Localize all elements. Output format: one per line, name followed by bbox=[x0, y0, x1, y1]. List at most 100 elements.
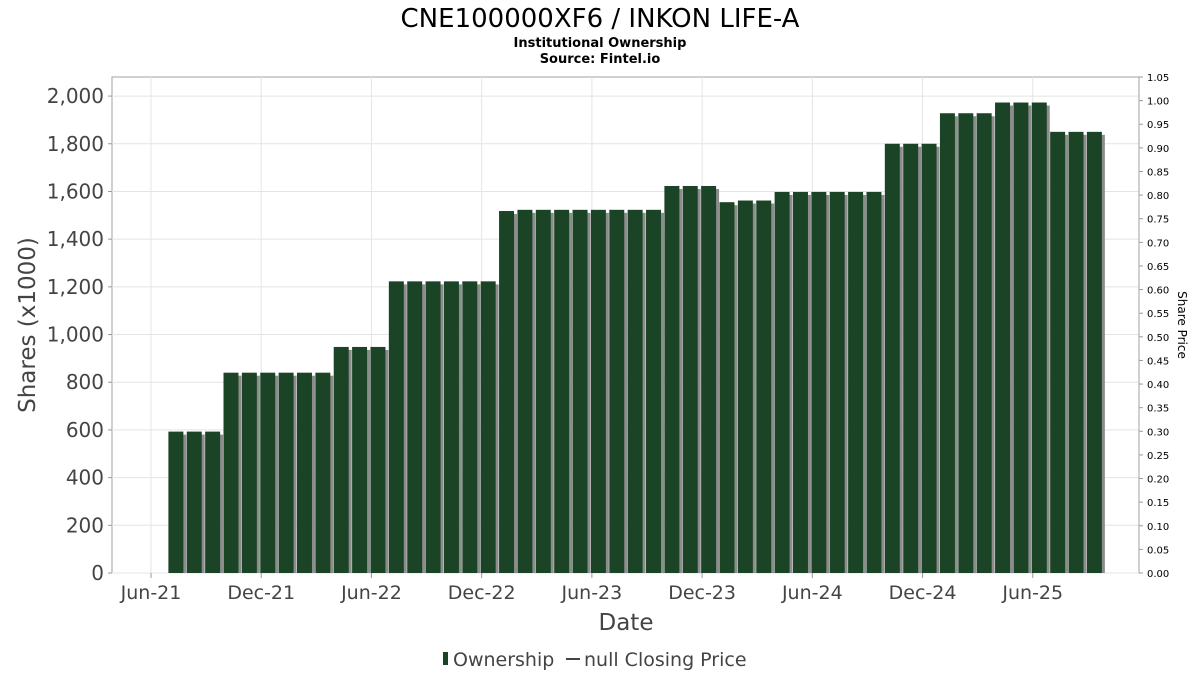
ownership-bar bbox=[1086, 131, 1102, 573]
chart-subtitle-1: Institutional Ownership bbox=[514, 36, 687, 51]
x-axis-ticks: Jun-21 Dec-21 Jun-22 Dec-22 Jun-23 Dec-23 Jun-… bbox=[120, 573, 1063, 604]
ownership-bar bbox=[572, 209, 588, 574]
x-tick-label: Jun-24 bbox=[781, 582, 843, 604]
ownership-bar bbox=[186, 431, 202, 573]
ownership-bar bbox=[995, 102, 1011, 573]
y-tick-label: 0 bbox=[91, 561, 104, 585]
ownership-bar bbox=[1050, 131, 1066, 573]
y2-tick-label: 0.80 bbox=[1147, 191, 1169, 202]
y2-tick-label: 0.00 bbox=[1147, 569, 1169, 580]
ownership-bar bbox=[756, 200, 772, 573]
ownership-bar bbox=[480, 281, 496, 573]
chart-title: CNE100000XF6 / INKON LIFE-A bbox=[401, 4, 800, 34]
x-tick-label: Jun-22 bbox=[340, 582, 402, 604]
ownership-bar bbox=[737, 200, 753, 573]
y2-axis-title: Share Price bbox=[1175, 291, 1189, 359]
y2-tick-label: 0.75 bbox=[1147, 215, 1169, 226]
y2-tick-label: 0.05 bbox=[1147, 545, 1169, 556]
y2-tick-label: 1.05 bbox=[1147, 73, 1169, 84]
y2-tick-label: 0.90 bbox=[1147, 144, 1169, 155]
legend-price-label: null Closing Price bbox=[584, 649, 747, 671]
ownership-bar bbox=[609, 209, 625, 574]
ownership-bar bbox=[866, 191, 882, 573]
legend-ownership-label: Ownership bbox=[453, 649, 554, 671]
y2-tick-label: 0.25 bbox=[1147, 451, 1169, 462]
ownership-bar bbox=[370, 346, 386, 573]
chart-subtitle-2: Source: Fintel.io bbox=[540, 52, 661, 67]
y2-tick-label: 0.30 bbox=[1147, 427, 1169, 438]
y2-tick-label: 0.55 bbox=[1147, 309, 1169, 320]
ownership-bar bbox=[590, 209, 606, 574]
ownership-bar bbox=[407, 281, 423, 573]
y2-tick-label: 0.85 bbox=[1147, 167, 1169, 178]
y-tick-label: 1,400 bbox=[47, 227, 104, 251]
y-tick-label: 600 bbox=[66, 418, 104, 442]
x-tick-label: Jun-21 bbox=[120, 582, 182, 604]
x-tick-label: Dec-24 bbox=[889, 582, 957, 604]
y2-tick-label: 0.95 bbox=[1147, 120, 1169, 131]
ownership-bar bbox=[921, 143, 937, 573]
ownership-bar bbox=[168, 431, 184, 573]
x-tick-label: Dec-21 bbox=[227, 582, 295, 604]
ownership-bar bbox=[223, 372, 239, 573]
ownership-bar bbox=[884, 143, 900, 573]
x-tick-label: Jun-23 bbox=[561, 582, 623, 604]
ownership-bar bbox=[499, 211, 515, 573]
x-tick-label: Dec-23 bbox=[668, 582, 736, 604]
legend: Ownership null Closing Price bbox=[443, 649, 747, 671]
y2-tick-label: 0.45 bbox=[1147, 356, 1169, 367]
ownership-bar bbox=[333, 346, 349, 573]
y2-tick-label: 0.15 bbox=[1147, 498, 1169, 509]
ownership-bar bbox=[462, 281, 478, 573]
y-axis-title: Shares (x1000) bbox=[15, 237, 41, 413]
ownership-bar bbox=[903, 143, 919, 573]
y-tick-label: 1,800 bbox=[47, 132, 104, 156]
y-axis-left-ticks: 0 200 400 600 800 1,000 1,200 1,400 1,600 1,800 2,… bbox=[47, 84, 112, 585]
ownership-bar bbox=[829, 191, 845, 573]
y-axis-right-ticks: 0.00 0.05 0.10 0.15 0.20 0.25 0.30 0.35 0.40 0.45… bbox=[1139, 73, 1169, 580]
ownership-bar bbox=[352, 346, 368, 573]
y-tick-label: 1,000 bbox=[47, 323, 104, 347]
ownership-bar bbox=[278, 372, 294, 573]
ownership-bar bbox=[664, 185, 680, 573]
ownership-bar bbox=[517, 209, 533, 574]
y2-tick-label: 0.20 bbox=[1147, 475, 1169, 486]
ownership-bar bbox=[554, 209, 570, 574]
y-tick-label: 200 bbox=[66, 513, 104, 537]
y2-tick-label: 0.60 bbox=[1147, 286, 1169, 297]
ownership-bar bbox=[315, 372, 331, 573]
y-tick-label: 400 bbox=[66, 466, 104, 490]
y-tick-label: 1,600 bbox=[47, 179, 104, 203]
ownership-bar bbox=[241, 372, 257, 573]
ownership-bar bbox=[774, 191, 790, 573]
y2-tick-label: 1.00 bbox=[1147, 97, 1169, 108]
ownership-bar bbox=[719, 202, 735, 573]
y2-tick-label: 0.40 bbox=[1147, 380, 1169, 391]
ownership-bar bbox=[701, 185, 717, 573]
ownership-bar bbox=[425, 281, 441, 573]
ownership-bar bbox=[627, 209, 643, 574]
y2-tick-label: 0.70 bbox=[1147, 238, 1169, 249]
ownership-bar bbox=[535, 209, 551, 574]
ownership-bar bbox=[443, 281, 459, 573]
ownership-bar bbox=[1068, 131, 1084, 573]
y2-tick-label: 0.50 bbox=[1147, 333, 1169, 344]
y-tick-label: 1,200 bbox=[47, 275, 104, 299]
ownership-bar bbox=[682, 185, 698, 573]
y2-tick-label: 0.10 bbox=[1147, 522, 1169, 533]
ownership-bar bbox=[1013, 102, 1029, 573]
legend-ownership-swatch bbox=[443, 652, 448, 665]
ownership-bar bbox=[792, 191, 808, 573]
ownership-bar bbox=[296, 372, 312, 573]
ownership-bar bbox=[811, 191, 827, 573]
ownership-bar bbox=[939, 113, 955, 573]
ownership-bar bbox=[260, 372, 276, 573]
x-axis-title: Date bbox=[599, 610, 654, 636]
ownership-bar bbox=[205, 431, 221, 573]
bars bbox=[168, 102, 1105, 574]
ownership-bar bbox=[848, 191, 864, 573]
y2-tick-label: 0.35 bbox=[1147, 404, 1169, 415]
ownership-bar bbox=[1031, 102, 1047, 573]
y-tick-label: 800 bbox=[66, 370, 104, 394]
ownership-bar bbox=[958, 113, 974, 573]
